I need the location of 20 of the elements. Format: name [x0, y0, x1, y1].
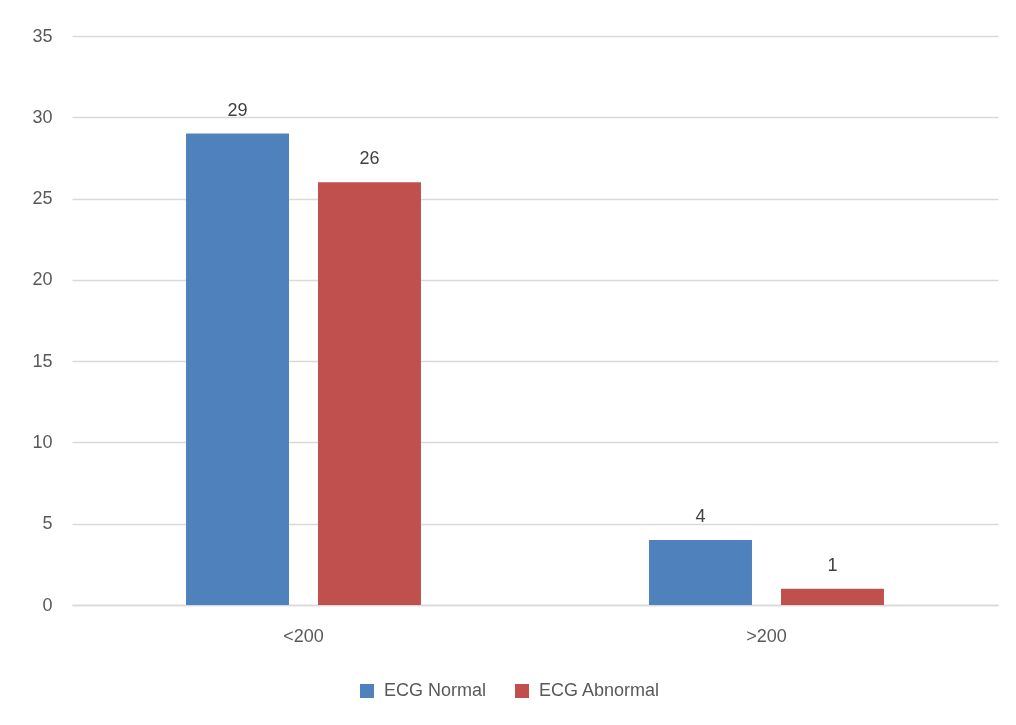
- data-label: 4: [695, 505, 706, 526]
- bar: [781, 588, 884, 605]
- x-tick-label: <200: [283, 625, 324, 646]
- y-tick-label: 0: [42, 594, 53, 615]
- legend-label: ECG Abnormal: [539, 680, 660, 700]
- y-tick-label: 20: [32, 269, 53, 290]
- legend-label: ECG Normal: [384, 680, 487, 700]
- y-tick-label: 15: [32, 350, 53, 371]
- bar: [186, 133, 289, 605]
- y-tick-label: 5: [42, 513, 53, 534]
- x-tick-label: >200: [746, 625, 787, 646]
- y-tick-label: 10: [32, 431, 53, 452]
- y-tick-label: 25: [32, 188, 53, 209]
- data-label: 26: [359, 148, 380, 169]
- data-label: 1: [827, 554, 838, 575]
- bar: [649, 539, 752, 605]
- data-label: 29: [227, 99, 248, 120]
- y-tick-label: 30: [32, 106, 53, 127]
- bar: [318, 182, 421, 605]
- y-tick-label: 35: [32, 25, 53, 46]
